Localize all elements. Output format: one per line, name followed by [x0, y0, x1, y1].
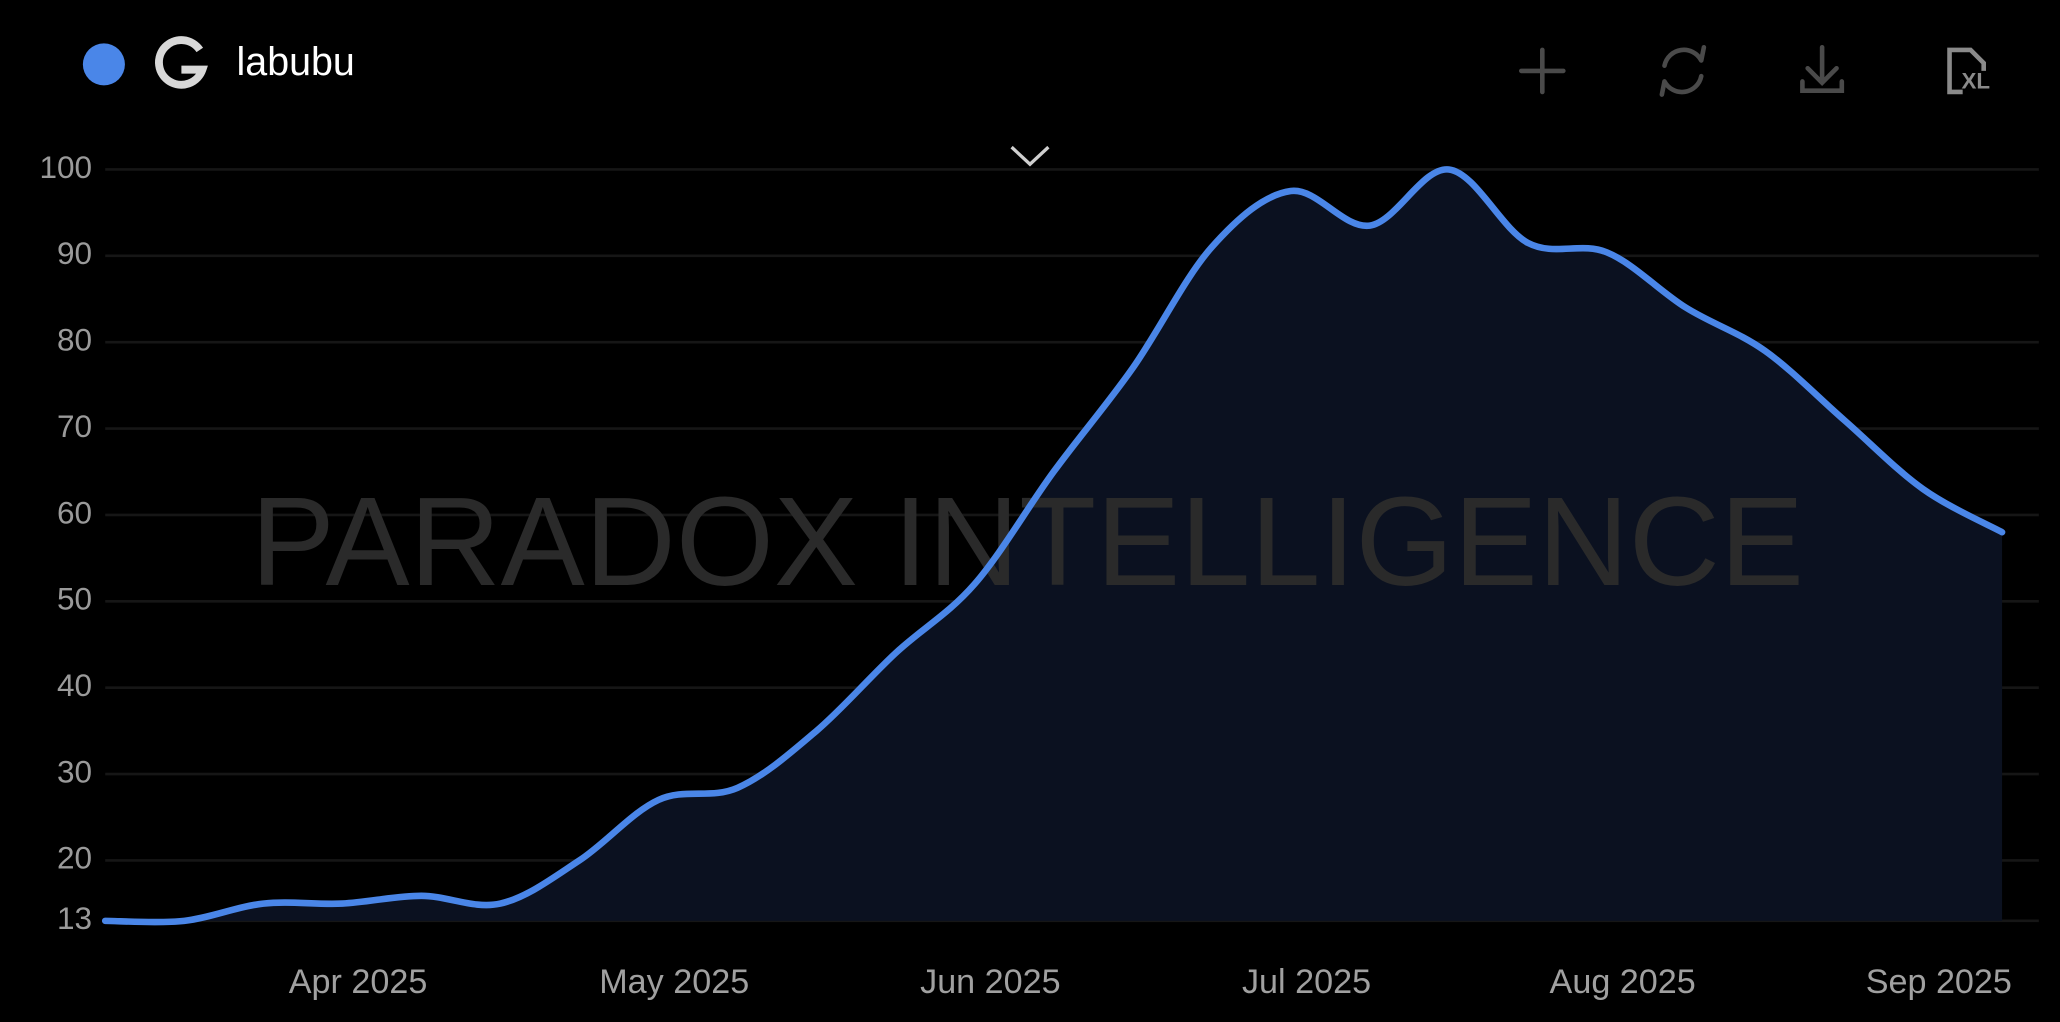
y-tick-label: 60 [57, 494, 92, 530]
export-label: XL [1962, 69, 1991, 94]
x-tick-label: Sep 2025 [1866, 963, 2012, 1001]
export-icon [1947, 47, 1986, 95]
x-tick-label: May 2025 [599, 963, 749, 1001]
legend-label: labubu [237, 40, 355, 84]
x-tick-label: Jun 2025 [920, 963, 1060, 1001]
y-tick-label: 30 [57, 753, 92, 789]
google-icon [155, 36, 208, 89]
y-tick-label: 100 [39, 149, 92, 185]
watermark: PARADOX INTELLIGENCE [251, 471, 1804, 612]
refresh-button[interactable] [1659, 44, 1707, 97]
collapse-chevron[interactable] [1010, 145, 1050, 167]
y-tick-label: 40 [57, 667, 92, 703]
download-button[interactable] [1800, 44, 1845, 93]
y-tick-label: 20 [57, 840, 92, 876]
x-tick-label: Jul 2025 [1242, 963, 1371, 1001]
series-dot [82, 43, 125, 86]
export-button[interactable]: XL [1947, 47, 1991, 95]
x-tick-label: Apr 2025 [289, 963, 428, 1001]
y-tick-label: 90 [57, 235, 92, 271]
x-tick-label: Aug 2025 [1550, 963, 1696, 1001]
y-tick-label: 80 [57, 322, 92, 358]
area [105, 169, 2003, 923]
y-tick-label: 13 [57, 900, 92, 936]
y-tick-label: 70 [57, 408, 92, 444]
line [101, 166, 2006, 926]
y-tick-label: 50 [57, 581, 92, 617]
add-button[interactable] [1518, 47, 1566, 95]
